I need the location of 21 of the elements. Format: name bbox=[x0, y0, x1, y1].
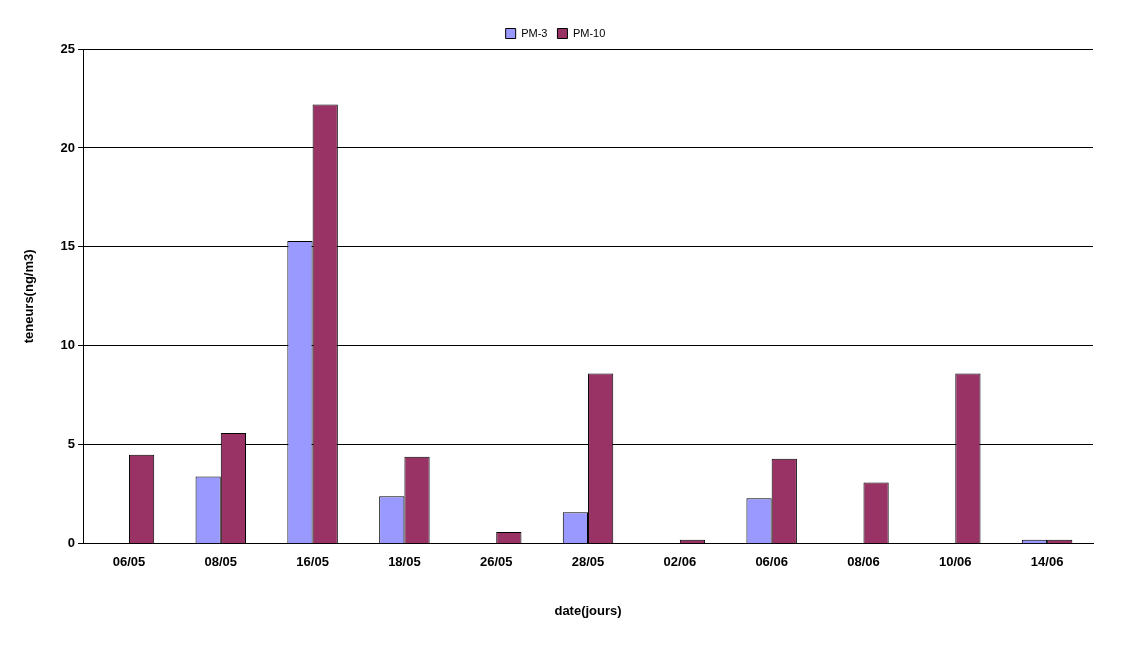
x-tick-label: 06/05 bbox=[112, 554, 146, 570]
x-tick-label: 06/06 bbox=[755, 554, 788, 570]
y-tick-label: 25 bbox=[60, 40, 76, 56]
y-tick-label: 0 bbox=[67, 535, 76, 551]
legend-label: PM-3 bbox=[521, 26, 548, 39]
x-tick-label: 18/05 bbox=[388, 554, 421, 570]
y-tick-label: 10 bbox=[60, 337, 76, 353]
x-tick-label: 08/06 bbox=[847, 554, 880, 570]
y-tick-label: 15 bbox=[60, 238, 76, 254]
y-axis-title: teneurs(ng/m3) bbox=[21, 249, 37, 344]
y-tick-label: 5 bbox=[67, 436, 76, 452]
x-tick-label: 26/05 bbox=[479, 554, 513, 570]
x-tick-label: 08/05 bbox=[204, 554, 238, 570]
x-tick-label: 10/06 bbox=[939, 554, 972, 570]
x-tick-label: 28/05 bbox=[571, 554, 605, 570]
x-tick-label: 16/05 bbox=[296, 554, 329, 570]
x-axis-title: date(jours) bbox=[554, 602, 622, 618]
legend-label: PM-10 bbox=[572, 26, 606, 39]
x-tick-label: 02/06 bbox=[663, 554, 697, 570]
x-tick-label: 14/06 bbox=[1030, 554, 1064, 570]
y-tick-label: 20 bbox=[60, 139, 76, 155]
